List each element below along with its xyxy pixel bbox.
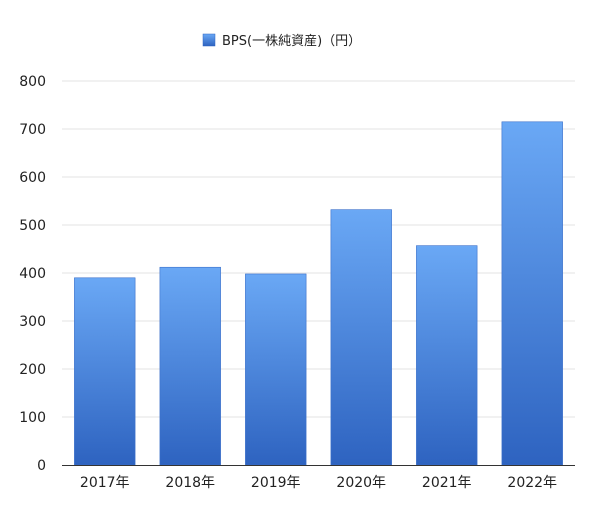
x-axis-ticks: 2017年 2018年 2019年 2020年 2021年 2022年 bbox=[80, 475, 557, 491]
y-tick-label: 300 bbox=[19, 314, 46, 330]
bar-2021年 bbox=[416, 245, 478, 466]
x-tick-label: 2021年 bbox=[422, 475, 472, 491]
x-tick-label: 2019年 bbox=[251, 475, 301, 491]
y-tick-label: 600 bbox=[19, 170, 46, 186]
legend-swatch bbox=[202, 33, 216, 47]
bar-2017年 bbox=[74, 277, 136, 466]
x-tick-label: 2022年 bbox=[507, 475, 557, 491]
x-tick-label: 2018年 bbox=[165, 475, 215, 491]
chart-legend: BPS(一株純資産)（円） bbox=[202, 33, 361, 49]
legend-label: BPS(一株純資産)（円） bbox=[222, 33, 361, 49]
y-tick-label: 800 bbox=[19, 74, 46, 90]
y-tick-label: 400 bbox=[19, 266, 46, 282]
bar-2018年 bbox=[159, 266, 221, 466]
x-tick-label: 2017年 bbox=[80, 475, 130, 491]
y-tick-label: 200 bbox=[19, 362, 46, 378]
grid-lines bbox=[62, 80, 575, 418]
x-tick-label: 2020年 bbox=[336, 475, 386, 491]
bar-2022年 bbox=[501, 121, 563, 466]
y-tick-label: 100 bbox=[19, 410, 46, 426]
bar-2020年 bbox=[330, 209, 392, 466]
y-axis-ticks: 0 100 200 300 400 500 600 700 800 bbox=[19, 74, 46, 474]
y-tick-label: 700 bbox=[19, 122, 46, 138]
bar-2019年 bbox=[245, 273, 307, 466]
y-tick-label: 500 bbox=[19, 218, 46, 234]
y-tick-label: 0 bbox=[37, 458, 46, 474]
bar-series bbox=[74, 121, 563, 466]
